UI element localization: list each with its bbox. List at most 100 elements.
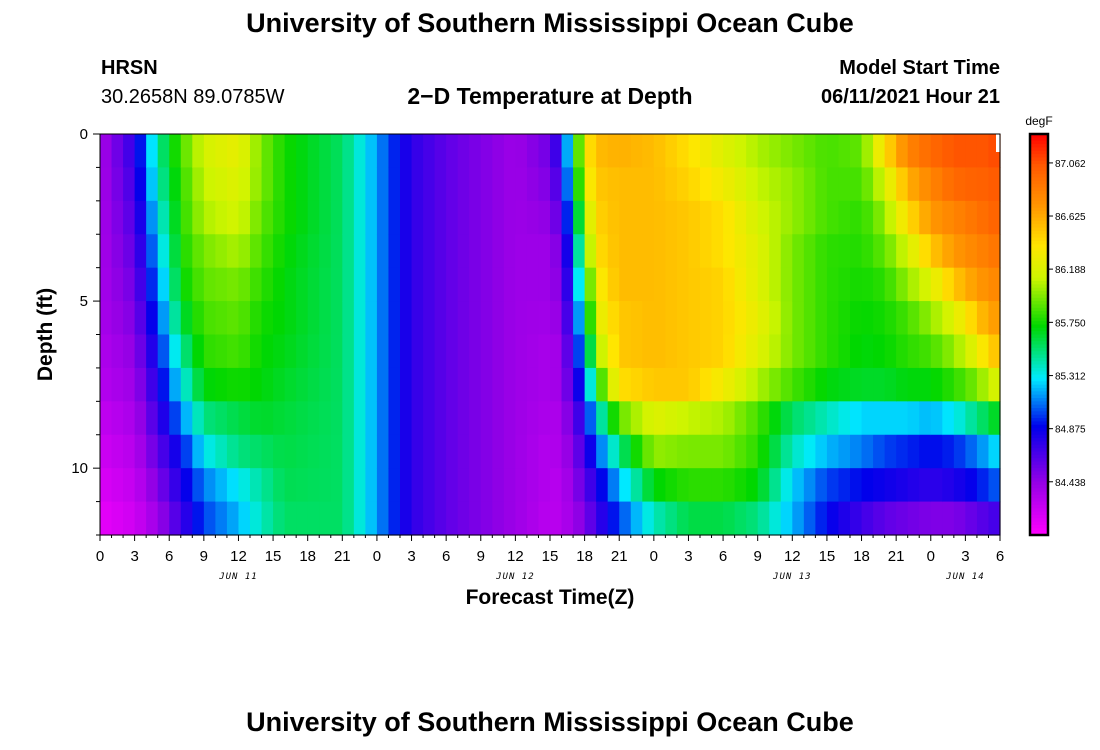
heatmap-cell bbox=[388, 301, 401, 336]
heatmap-cell bbox=[953, 200, 966, 235]
heatmap-cell bbox=[526, 501, 540, 536]
heatmap-cell bbox=[596, 267, 609, 302]
heatmap-cell bbox=[919, 167, 932, 202]
heatmap-cell bbox=[723, 334, 736, 369]
heatmap-cell bbox=[192, 134, 205, 169]
heatmap-cell bbox=[376, 334, 390, 369]
colorbar-segment bbox=[1030, 428, 1048, 433]
heatmap-cell bbox=[538, 334, 551, 369]
heatmap-cell bbox=[157, 501, 170, 536]
heatmap-cell bbox=[319, 501, 332, 536]
heatmap-cell bbox=[700, 401, 713, 436]
heatmap-cell bbox=[573, 134, 586, 169]
heatmap-cell bbox=[653, 134, 666, 169]
heatmap-cell bbox=[423, 334, 436, 369]
heatmap-cell bbox=[550, 334, 563, 369]
heatmap-cell bbox=[376, 134, 390, 169]
heatmap-cell bbox=[861, 501, 874, 536]
heatmap-cell bbox=[653, 334, 666, 369]
colorbar-segment bbox=[1030, 401, 1048, 406]
heatmap-cell bbox=[423, 501, 436, 536]
colorbar-segment bbox=[1030, 327, 1048, 332]
heatmap-cell bbox=[226, 434, 240, 469]
colorbar-segment bbox=[1030, 184, 1048, 189]
heatmap-cell bbox=[792, 468, 805, 503]
heatmap-cell bbox=[607, 134, 620, 169]
heatmap-cell bbox=[273, 367, 286, 402]
heatmap-cell bbox=[526, 401, 540, 436]
heatmap-cell bbox=[434, 334, 447, 369]
heatmap-cell bbox=[700, 367, 713, 402]
heatmap-cell bbox=[538, 434, 551, 469]
heatmap-cell bbox=[734, 234, 747, 269]
heatmap-cell bbox=[665, 434, 678, 469]
heatmap-cell bbox=[907, 267, 920, 302]
heatmap-cell bbox=[688, 434, 701, 469]
heatmap-cell bbox=[411, 267, 424, 302]
heatmap-cell bbox=[711, 334, 724, 369]
heatmap-cell bbox=[365, 301, 378, 336]
heatmap-cell bbox=[584, 234, 597, 269]
heatmap-cell bbox=[953, 267, 966, 302]
heatmap-cell bbox=[561, 501, 574, 536]
heatmap-cell bbox=[711, 167, 724, 202]
heatmap-cell bbox=[261, 167, 274, 202]
heatmap-cell bbox=[676, 267, 690, 302]
heatmap-cell bbox=[815, 334, 828, 369]
heatmap-cell bbox=[353, 334, 366, 369]
heatmap-cell bbox=[688, 200, 701, 235]
heatmap-cell bbox=[261, 267, 274, 302]
heatmap-cell bbox=[700, 468, 713, 503]
colorbar-segment bbox=[1030, 491, 1048, 496]
colorbar-segment bbox=[1030, 431, 1048, 436]
colorbar-tick-label: 84.875 bbox=[1055, 425, 1086, 436]
heatmap-cell bbox=[538, 134, 551, 169]
heatmap-cell bbox=[238, 167, 251, 202]
heatmap-cell bbox=[226, 267, 240, 302]
heatmap-cell bbox=[584, 301, 597, 336]
heatmap-cell bbox=[896, 167, 909, 202]
heatmap-cell bbox=[630, 167, 643, 202]
heatmap-cell bbox=[307, 501, 320, 536]
y-axis: 0 5 10 bbox=[71, 126, 100, 536]
heatmap-cell bbox=[907, 334, 920, 369]
colorbar-segment bbox=[1030, 234, 1048, 239]
heatmap-cell bbox=[884, 134, 897, 169]
colorbar-segment bbox=[1030, 194, 1048, 199]
heatmap-cell bbox=[607, 434, 620, 469]
heatmap-cell bbox=[526, 434, 540, 469]
heatmap-cell bbox=[550, 501, 563, 536]
heatmap-cell bbox=[769, 301, 782, 336]
heatmap-cell bbox=[873, 200, 886, 235]
heatmap-cell bbox=[469, 334, 482, 369]
heatmap-cell bbox=[642, 401, 655, 436]
heatmap-cell bbox=[503, 468, 516, 503]
heatmap-cell bbox=[642, 434, 655, 469]
heatmap-cell bbox=[123, 434, 136, 469]
heatmap-cell bbox=[642, 267, 655, 302]
heatmap-cell bbox=[873, 234, 886, 269]
heatmap-cell bbox=[642, 334, 655, 369]
heatmap-cell bbox=[550, 267, 563, 302]
heatmap-cell bbox=[492, 434, 505, 469]
colorbar-unit-label: degF bbox=[1025, 114, 1052, 128]
heatmap-cell bbox=[515, 267, 528, 302]
heatmap-cell bbox=[180, 200, 193, 235]
heatmap-cell bbox=[584, 267, 597, 302]
heatmap-cell bbox=[146, 267, 159, 302]
heatmap-cell bbox=[596, 301, 609, 336]
heatmap-cell bbox=[388, 367, 401, 402]
heatmap-cell bbox=[111, 401, 124, 436]
heatmap-cell bbox=[307, 334, 320, 369]
heatmap-cell bbox=[203, 301, 216, 336]
heatmap-cell bbox=[884, 367, 897, 402]
x-tick-label: 21 bbox=[888, 548, 905, 565]
heatmap-cell bbox=[226, 134, 240, 169]
heatmap-cell bbox=[134, 267, 147, 302]
heatmap-cell bbox=[619, 434, 632, 469]
heatmap-cell bbox=[953, 501, 966, 536]
colorbar-segment bbox=[1030, 468, 1048, 473]
heatmap-cell bbox=[480, 267, 493, 302]
heatmap-cell bbox=[100, 167, 113, 202]
heatmap-cell bbox=[157, 267, 170, 302]
